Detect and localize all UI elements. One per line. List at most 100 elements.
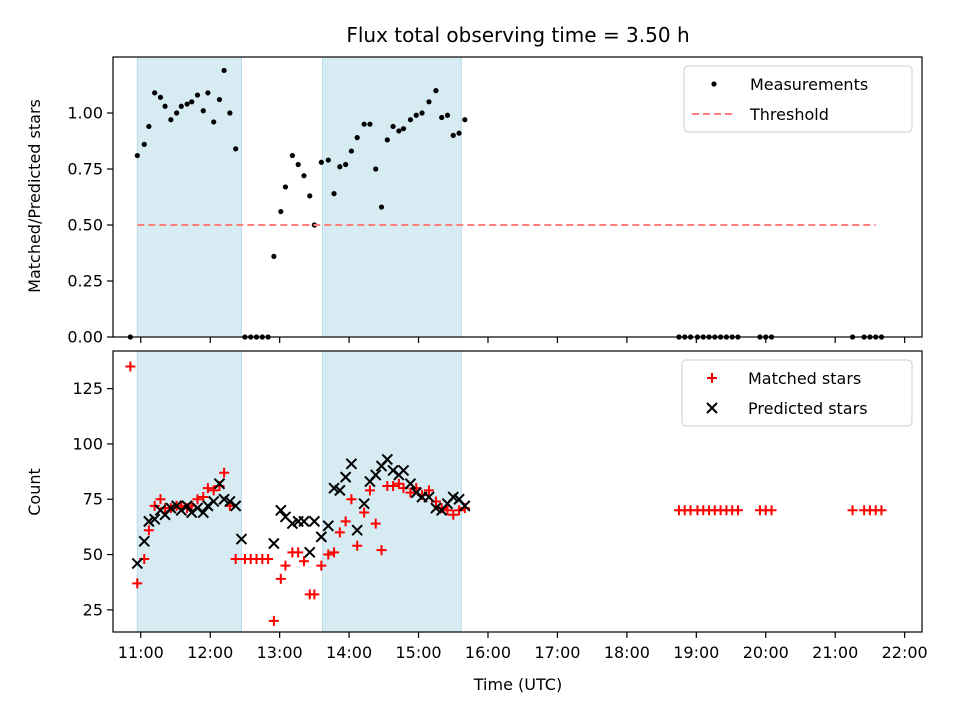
top-panel-legend-label: Threshold (749, 105, 829, 124)
bottom-panel-data-point (208, 485, 219, 496)
bottom-panel-data-point (213, 478, 226, 490)
top-panel-data-point (162, 103, 168, 109)
bottom-panel-y-tick-label: 100 (72, 434, 103, 453)
bottom-panel-x-tick-label: 21:00 (812, 643, 858, 662)
bottom-panel-data-point (268, 537, 280, 550)
top-panel-data-point (194, 92, 201, 98)
bottom-panel-data-point (263, 553, 274, 564)
bottom-panel-data-point (448, 509, 459, 520)
bottom-panel-data-point (364, 485, 375, 496)
top-panel-data-point (396, 128, 402, 134)
bottom-panel-data-point (339, 471, 352, 483)
top-panel-data-point (426, 99, 432, 105)
top-panel-y-tick-label: 0.00 (67, 328, 103, 347)
top-panel-data-point (444, 112, 451, 118)
top-panel-data-point (200, 108, 206, 114)
top-panel-data-point (348, 148, 355, 154)
top-panel-y-tick-label: 0.25 (67, 272, 103, 291)
bottom-panel-data-point (393, 478, 404, 489)
bottom-panel-data-point (847, 505, 858, 516)
bottom-panel-data-point (132, 578, 143, 589)
bottom-panel-data-point (459, 500, 471, 512)
top-y-axis-label: Matched/Predicted stars (25, 99, 44, 293)
bottom-panel-data-point (125, 361, 136, 372)
top-panel-y-tick-label: 1.00 (67, 104, 103, 123)
top-panel-data-point (146, 123, 152, 130)
top-panel-data-point (301, 173, 307, 179)
top-panel-data-point (178, 103, 184, 109)
top-panel-data-point (211, 119, 217, 125)
bottom-panel-x-tick-label: 19:00 (673, 643, 719, 662)
top-panel-legend (683, 65, 913, 133)
top-panel-data-point (174, 110, 180, 116)
bottom-panel-data-point (405, 487, 416, 498)
top-panel-data-point (295, 161, 301, 168)
top-panel-data-point (189, 99, 195, 105)
bottom-panel-y-tick-label: 50 (83, 545, 103, 564)
top-panel-shaded-interval (136, 56, 242, 338)
bottom-panel-data-point (370, 518, 381, 529)
top-panel-data-point (407, 117, 414, 123)
bottom-panel-x-tick-label: 15:00 (395, 643, 441, 662)
bottom-panel-frame (112, 350, 923, 633)
top-panel-data-point (433, 88, 439, 94)
top-panel-data-point (168, 117, 174, 123)
bottom-panel-data-point (345, 458, 358, 470)
top-panel-data-point (367, 121, 373, 127)
top-panel-data-point (271, 253, 277, 259)
bottom-panel-data-point (155, 494, 166, 505)
top-panel: 0.00 0.25 0.50 0.75 1.00 Measurements Threshol… (67, 56, 923, 347)
top-panel-frame (112, 56, 923, 338)
top-panel-data-point (413, 112, 419, 118)
bottom-panel-data-point (423, 491, 435, 503)
top-panel-legend-label: Measurements (750, 75, 868, 94)
bottom-panel-data-point (381, 453, 394, 466)
top-panel-data-point (205, 90, 211, 96)
bottom-panel: 25 50 75 100 125 11:00 12:00 13:00 14:00 15:00 16:… (72, 350, 928, 662)
top-panel-y-tick-label: 0.50 (67, 216, 103, 235)
top-panel-data-point (325, 157, 331, 163)
bottom-panel-x-tick-label: 16:00 (465, 643, 511, 662)
top-panel-data-point (331, 191, 337, 197)
x-axis-label: Time (UTC) (473, 675, 562, 694)
bottom-panel-x-tick-label: 12:00 (187, 643, 233, 662)
top-panel-data-point (221, 67, 227, 74)
bottom-panel-legend-label: Predicted stars (748, 399, 868, 418)
bottom-panel-y-tick-label: 75 (83, 490, 103, 509)
bottom-panel-data-point (376, 545, 387, 556)
top-panel-data-point (390, 123, 396, 130)
bottom-panel-legend-swatch (707, 373, 717, 383)
bottom-panel-data-point (275, 504, 287, 517)
bottom-panel-data-point (229, 500, 242, 512)
top-panel-data-point (378, 204, 385, 210)
bottom-panel-data-point (359, 507, 370, 518)
bottom-panel-data-point (323, 549, 334, 560)
bottom-panel-data-point (219, 467, 230, 478)
top-panel-shaded-interval (321, 56, 462, 338)
bottom-panel-data-point (351, 524, 363, 536)
bottom-panel-data-point (197, 506, 209, 519)
bottom-panel-data-point (304, 546, 316, 559)
bottom-panel-shaded-interval (321, 350, 462, 633)
bottom-panel-x-tick-label: 11:00 (118, 643, 164, 662)
top-panel-data-point (400, 126, 407, 132)
top-panel-data-point (307, 193, 313, 199)
top-panel-data-point (184, 101, 190, 107)
top-panel-data-point (384, 137, 390, 143)
bottom-panel-data-point (340, 516, 351, 527)
bottom-panel-data-point (454, 505, 465, 516)
figure-title: Flux total observing time = 3.50 h (346, 23, 689, 47)
bottom-panel-x-tick-label: 13:00 (257, 643, 303, 662)
top-panel-data-point (337, 164, 343, 170)
bottom-panel-data-point (149, 500, 160, 511)
bottom-panel-data-point (131, 557, 144, 570)
bottom-panel-data-point (308, 515, 321, 528)
bottom-panel-data-point (143, 525, 154, 536)
bottom-panel-data-point (315, 531, 328, 543)
top-panel-data-point (233, 146, 239, 152)
top-panel-data-point (227, 110, 233, 116)
bottom-panel-data-point (298, 515, 310, 528)
bottom-panel-data-point (329, 547, 340, 558)
bottom-panel-x-tick-label: 17:00 (534, 643, 580, 662)
